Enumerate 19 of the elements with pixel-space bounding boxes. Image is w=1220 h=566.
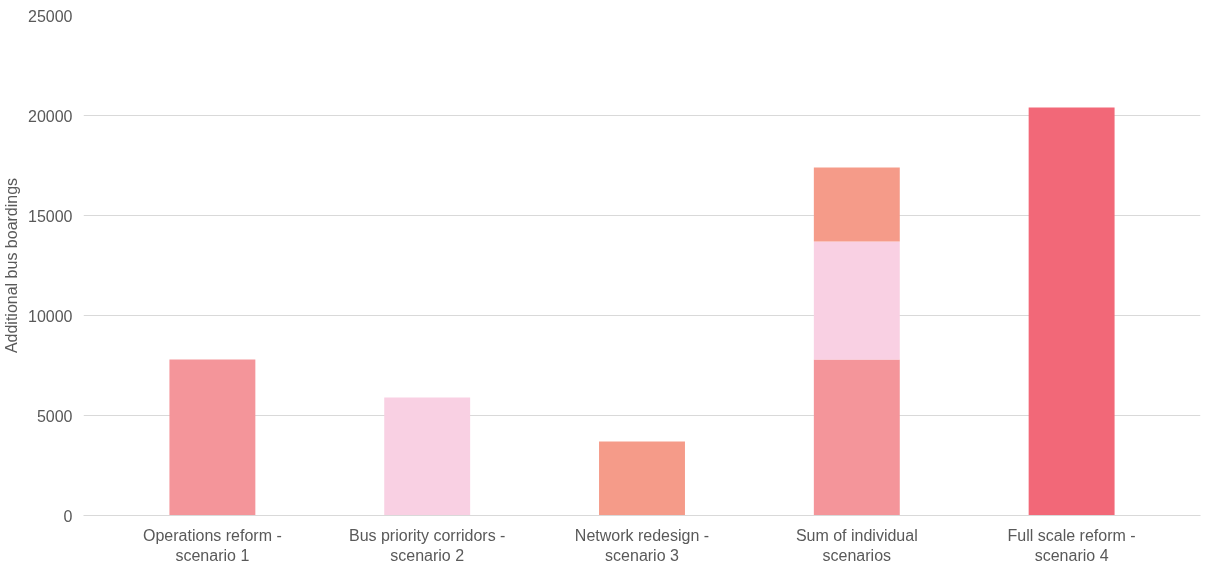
y-tick-label: 20000	[28, 107, 73, 125]
x-tick-label: Sum of individual scenarios	[795, 526, 918, 564]
bar	[169, 359, 256, 516]
y-tick-label: 5000	[36, 407, 73, 425]
y-tick-label: 0	[63, 507, 73, 525]
x-tick-label: Operations reform - scenario 1	[143, 526, 282, 564]
bar	[813, 359, 900, 516]
y-axis-title: Additional bus boardings	[3, 177, 21, 354]
x-tick-label: Full scale reform - scenario 4	[1007, 526, 1136, 564]
bar	[1028, 107, 1115, 516]
bar	[813, 241, 900, 360]
x-tick-label: Bus priority corridors - scenario 2	[348, 526, 506, 564]
bar	[813, 167, 900, 242]
bar	[599, 441, 685, 516]
x-tick-label: Network redesign - scenario 3	[574, 526, 710, 564]
bar	[384, 397, 471, 516]
y-tick-label: 10000	[28, 307, 73, 325]
y-tick-label: 25000	[28, 7, 73, 25]
y-tick-label: 15000	[28, 207, 73, 225]
